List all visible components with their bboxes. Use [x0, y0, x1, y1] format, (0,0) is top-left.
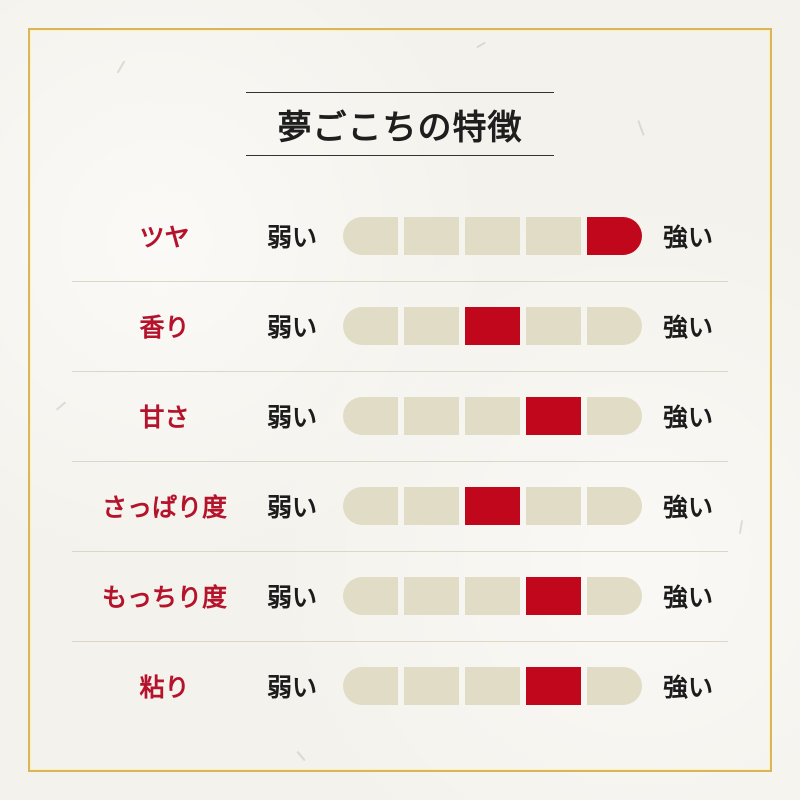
scale-high-label: 強い	[663, 223, 714, 252]
gold-frame	[28, 28, 772, 772]
page-title: 夢ごこちの特徴	[277, 107, 523, 148]
attribute-row: 甘さ 弱い 強い	[72, 371, 728, 461]
attribute-row: もっちり度 弱い 強い	[72, 551, 728, 641]
level-scale	[343, 307, 642, 345]
level-scale	[343, 217, 642, 255]
level-segment-active	[587, 217, 642, 255]
level-segment	[404, 577, 459, 615]
attribute-label: 粘り	[139, 673, 190, 702]
row-divider	[72, 551, 728, 552]
scale-high-label: 強い	[663, 583, 714, 612]
scale-high-label: 強い	[663, 403, 714, 432]
level-scale	[343, 397, 642, 435]
scale-low-label: 弱い	[267, 673, 318, 702]
row-divider	[72, 641, 728, 642]
title-box: 夢ごこちの特徴	[246, 92, 554, 156]
level-segment	[526, 217, 581, 255]
level-segment	[404, 397, 459, 435]
scale-low-label: 弱い	[267, 403, 318, 432]
level-segment-active	[526, 397, 581, 435]
attribute-label: 香り	[139, 313, 190, 342]
attribute-label: 甘さ	[139, 403, 190, 432]
attribute-row: さっぱり度 弱い 強い	[72, 461, 728, 551]
level-scale	[343, 577, 642, 615]
level-segment-active	[526, 577, 581, 615]
row-divider	[72, 281, 728, 282]
attribute-row: ツヤ 弱い 強い	[72, 191, 728, 281]
level-segment	[526, 307, 581, 345]
scale-high-label: 強い	[663, 493, 714, 522]
scale-low-label: 弱い	[267, 493, 318, 522]
level-segment	[343, 307, 398, 345]
attribute-label: もっちり度	[101, 583, 227, 612]
scale-low-label: 弱い	[267, 223, 318, 252]
level-segment	[465, 577, 520, 615]
level-scale	[343, 487, 642, 525]
level-segment	[343, 577, 398, 615]
level-segment-active	[465, 307, 520, 345]
level-segment	[343, 397, 398, 435]
level-segment-active	[465, 487, 520, 525]
level-segment	[404, 487, 459, 525]
attribute-row: 香り 弱い 強い	[72, 281, 728, 371]
scale-low-label: 弱い	[267, 583, 318, 612]
level-segment	[465, 217, 520, 255]
level-segment-active	[526, 667, 581, 705]
row-divider	[72, 461, 728, 462]
scale-high-label: 強い	[663, 673, 714, 702]
scale-high-label: 強い	[663, 313, 714, 342]
level-segment	[343, 217, 398, 255]
level-segment	[404, 217, 459, 255]
level-segment	[404, 667, 459, 705]
level-segment	[404, 307, 459, 345]
level-scale	[343, 667, 642, 705]
attribute-label: ツヤ	[139, 223, 190, 252]
level-segment	[587, 397, 642, 435]
level-segment	[465, 397, 520, 435]
attribute-label: さっぱり度	[101, 493, 227, 522]
level-segment	[587, 667, 642, 705]
row-divider	[72, 371, 728, 372]
level-segment	[343, 487, 398, 525]
scale-low-label: 弱い	[267, 313, 318, 342]
level-segment	[587, 307, 642, 345]
level-segment	[587, 577, 642, 615]
level-segment	[526, 487, 581, 525]
level-segment	[587, 487, 642, 525]
level-segment	[343, 667, 398, 705]
attribute-row: 粘り 弱い 強い	[72, 641, 728, 731]
level-segment	[465, 667, 520, 705]
